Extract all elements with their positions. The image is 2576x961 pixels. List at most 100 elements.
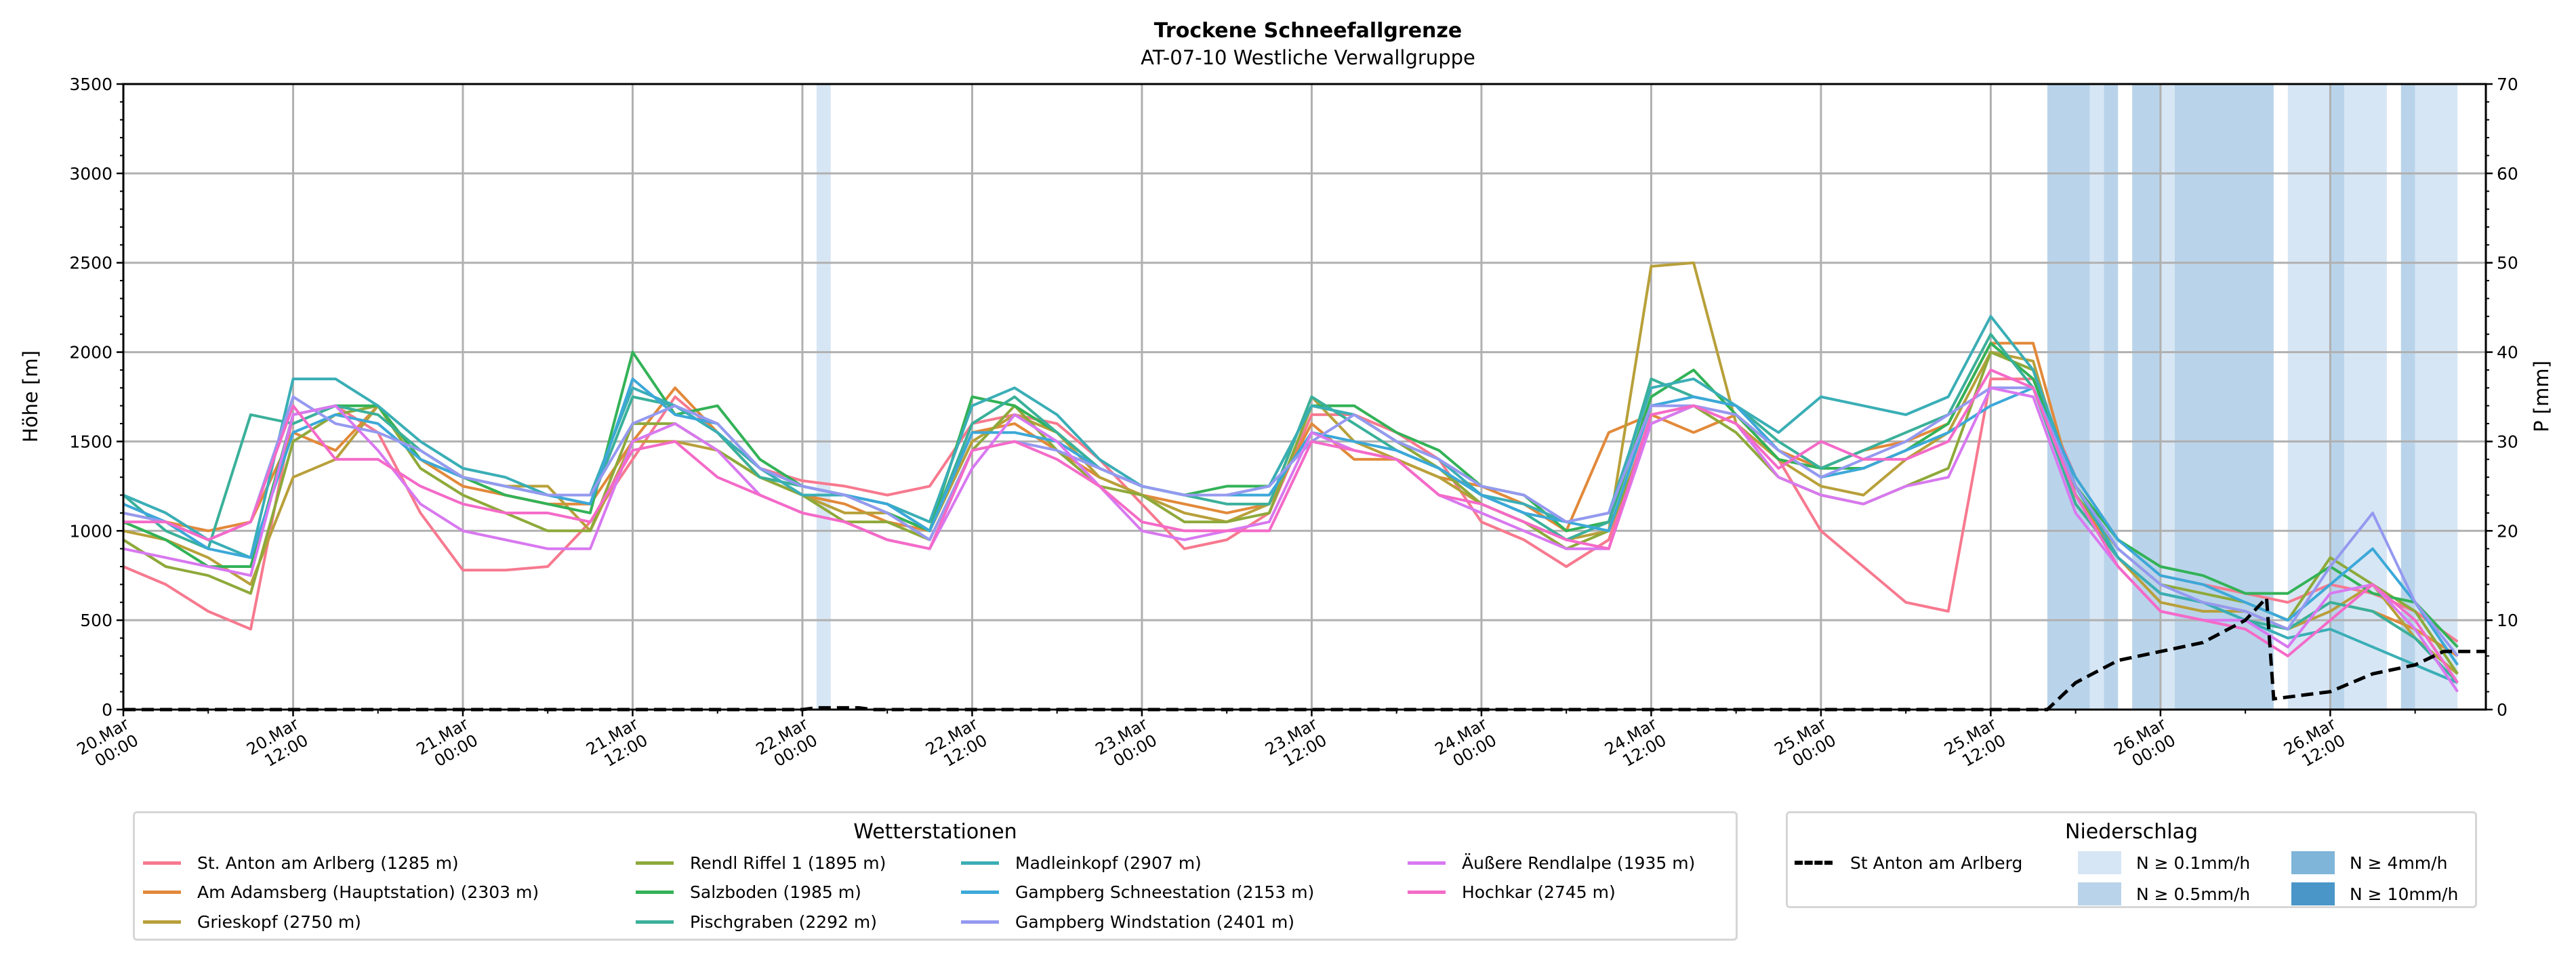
precip-band	[816, 84, 831, 710]
precip-legend-label: N ≥ 0.5mm/h	[2136, 884, 2251, 904]
line-swatch	[143, 861, 181, 865]
precip-legend-item: N ≥ 0.5mm/h	[2078, 882, 2251, 905]
color-patch	[2078, 882, 2121, 905]
x-tick-label: 22.Mar12:00	[922, 714, 990, 775]
x-tick-label: 23.Mar12:00	[1262, 714, 1330, 775]
precip-band	[2047, 84, 2090, 710]
line-swatch	[636, 890, 674, 894]
station-legend-label: Pischgraben (2292 m)	[690, 912, 878, 932]
station-legend-label: Gampberg Windstation (2401 m)	[1015, 912, 1295, 932]
y-right-tick-label: 20	[2497, 521, 2518, 541]
y-right-tick-label: 0	[2497, 700, 2508, 720]
chart-subtitle: AT-07-10 Westliche Verwallgruppe	[1141, 46, 1475, 69]
station-legend-label: Grieskopf (2750 m)	[197, 912, 361, 932]
y-tick-label: 0	[102, 700, 113, 720]
precip-band	[2104, 84, 2119, 710]
station-legend-item: Hochkar (2745 m)	[1408, 882, 1616, 902]
y-tick-label: 2000	[69, 343, 113, 363]
precip-legend-line-label: St Anton am Arlberg	[1850, 853, 2023, 873]
station-lines	[122, 261, 2459, 693]
station-legend-item: Pischgraben (2292 m)	[636, 912, 877, 932]
x-tick-label: 25.Mar00:00	[1772, 714, 1839, 775]
station-legend-label: Rendl Riffel 1 (1895 m)	[690, 853, 886, 873]
station-legend-label: Gampberg Schneestation (2153 m)	[1015, 882, 1315, 902]
station-legend-item: Salzboden (1985 m)	[636, 882, 861, 902]
precip-legend-line: St Anton am Arlberg	[1795, 853, 2022, 873]
station-legend-item: Rendl Riffel 1 (1895 m)	[636, 853, 886, 873]
line-swatch	[636, 861, 674, 865]
chart-title: Trockene Schneefallgrenze	[1154, 19, 1462, 43]
station-legend-label: Am Adamsberg (Hauptstation) (2303 m)	[197, 882, 539, 902]
station-legend-item: Grieskopf (2750 m)	[143, 912, 361, 932]
precip-legend-label: N ≥ 10mm/h	[2350, 884, 2459, 904]
precip-band	[2089, 84, 2104, 710]
precip-band	[2415, 84, 2458, 710]
station-line	[123, 386, 2459, 693]
x-tick-label: 20.Mar00:00	[74, 714, 142, 775]
y-right-tick-label: 70	[2497, 75, 2518, 94]
color-patch	[2291, 882, 2335, 905]
x-tick-label: 25.Mar12:00	[1941, 714, 2009, 775]
y-tick-label: 2500	[69, 253, 113, 273]
station-legend-label: Salzboden (1985 m)	[690, 882, 861, 902]
station-legend-item: Gampberg Schneestation (2153 m)	[961, 882, 1314, 902]
line-swatch	[961, 920, 999, 924]
station-line	[123, 386, 2459, 657]
precip-bands	[816, 84, 2458, 710]
x-tick-label: 21.Mar00:00	[413, 714, 481, 775]
precip-legend-title: Niederschlag	[2065, 820, 2198, 844]
x-tick-label: 26.Mar12:00	[2281, 714, 2348, 775]
y-right-tick-label: 30	[2497, 432, 2518, 451]
stations-legend: Wetterstationen St. Anton am Arlberg (12…	[133, 811, 1738, 941]
x-tick-label: 21.Mar12:00	[583, 714, 651, 775]
station-legend-item: St. Anton am Arlberg (1285 m)	[143, 853, 459, 873]
color-patch	[2078, 851, 2121, 874]
x-tick-label: 22.Mar00:00	[753, 714, 821, 775]
precip-legend-item: N ≥ 10mm/h	[2291, 882, 2459, 905]
y-right-tick-label: 40	[2497, 343, 2518, 363]
precip-legend-item: N ≥ 0.1mm/h	[2078, 851, 2251, 874]
y-axis-right-label: P [mm]	[2530, 361, 2553, 432]
stations-legend-title: Wetterstationen	[853, 820, 1017, 844]
station-legend-label: St. Anton am Arlberg (1285 m)	[197, 853, 459, 873]
x-tick-label: 20.Mar12:00	[243, 714, 311, 775]
y-axis-label: Höhe [m]	[19, 350, 42, 443]
y-tick-label: 3000	[69, 164, 113, 184]
precip-band	[2132, 84, 2161, 710]
precip-line	[123, 594, 2486, 712]
station-legend-label: Madleinkopf (2907 m)	[1015, 853, 1202, 873]
y-right-tick-label: 50	[2497, 253, 2518, 273]
line-swatch	[1408, 861, 1446, 865]
x-tick-label: 26.Mar00:00	[2111, 714, 2179, 775]
x-tick-label: 24.Mar00:00	[1432, 714, 1500, 775]
precip-band	[2400, 84, 2415, 710]
y-tick-label: 3500	[69, 75, 113, 94]
station-legend-label: Hochkar (2745 m)	[1462, 882, 1616, 902]
line-swatch	[1408, 890, 1446, 894]
station-legend-item: Äußere Rendlalpe (1935 m)	[1408, 853, 1695, 873]
color-patch	[2291, 851, 2335, 874]
y-tick-label: 1500	[69, 432, 113, 451]
station-legend-item: Am Adamsberg (Hauptstation) (2303 m)	[143, 882, 539, 902]
line-swatch	[143, 890, 181, 894]
precip-line-st-anton	[123, 594, 2486, 712]
precip-band	[2160, 84, 2175, 710]
y-right-tick-label: 60	[2497, 164, 2518, 184]
station-legend-item: Madleinkopf (2907 m)	[961, 853, 1202, 873]
station-legend-item: Gampberg Windstation (2401 m)	[961, 912, 1294, 932]
y-right-tick-label: 10	[2497, 611, 2518, 630]
station-legend-label: Äußere Rendlalpe (1935 m)	[1462, 853, 1696, 873]
plot-frame	[122, 83, 2487, 711]
precip-legend-label: N ≥ 4mm/h	[2350, 853, 2448, 873]
y-tick-label: 1000	[69, 521, 113, 541]
y-tick-label: 500	[80, 611, 113, 630]
precip-legend: Niederschlag St Anton am Arlberg N ≥ 0.1…	[1786, 811, 2477, 908]
line-swatch	[143, 920, 181, 924]
precip-legend-label: N ≥ 0.1mm/h	[2136, 853, 2251, 873]
grid	[123, 84, 2486, 710]
precip-legend-item: N ≥ 4mm/h	[2291, 851, 2448, 874]
precip-band	[2344, 84, 2387, 710]
station-line	[123, 368, 2459, 684]
dashed-line-swatch	[1795, 861, 1833, 865]
